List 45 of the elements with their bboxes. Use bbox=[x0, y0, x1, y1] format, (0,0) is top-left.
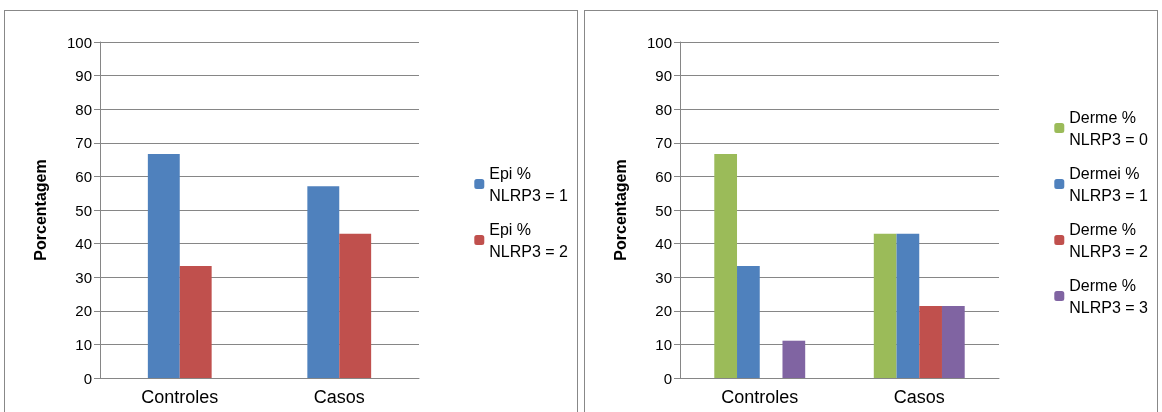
bar bbox=[339, 233, 372, 378]
y-tick-label: 80 bbox=[75, 100, 92, 118]
bar bbox=[873, 233, 897, 378]
bar bbox=[919, 306, 942, 378]
y-axis-title: Porcentagem bbox=[31, 159, 49, 261]
legend-label: Epi % NLRP3 = 1 bbox=[489, 164, 569, 204]
bar bbox=[714, 153, 738, 378]
bar bbox=[147, 153, 180, 378]
y-tick-label: 60 bbox=[75, 167, 92, 185]
bar bbox=[782, 340, 806, 378]
y-tick-label: 50 bbox=[655, 201, 672, 219]
y-tick-label: 70 bbox=[75, 134, 92, 152]
y-tick-label: 30 bbox=[75, 268, 92, 286]
y-tick-label: 100 bbox=[646, 33, 672, 51]
y-tick-label: 20 bbox=[75, 302, 92, 320]
x-tick-label: Controles bbox=[141, 387, 219, 407]
x-tick-label: Casos bbox=[313, 387, 365, 407]
bar bbox=[307, 186, 340, 378]
y-tick-label: 40 bbox=[75, 235, 92, 253]
bar bbox=[179, 266, 212, 378]
y-tick-label: 60 bbox=[655, 167, 672, 185]
legend-label: Epi % NLRP3 = 2 bbox=[489, 220, 569, 260]
y-tick-label: 90 bbox=[75, 67, 92, 85]
bar bbox=[737, 266, 760, 378]
legend-label: Derme % NLRP3 = 0 bbox=[1069, 108, 1149, 148]
y-tick-label: 100 bbox=[66, 33, 92, 51]
y-tick-label: 10 bbox=[655, 335, 672, 353]
y-tick-label: 30 bbox=[655, 268, 672, 286]
y-tick-label: 10 bbox=[75, 335, 92, 353]
y-tick-label: 0 bbox=[83, 369, 92, 387]
legend-label: Derme % NLRP3 = 2 bbox=[1069, 220, 1149, 260]
y-tick-label: 70 bbox=[655, 134, 672, 152]
y-axis-title: Porcentagem bbox=[611, 159, 629, 261]
y-tick-label: 90 bbox=[655, 67, 672, 85]
y-tick-label: 20 bbox=[655, 302, 672, 320]
x-tick-label: Casos bbox=[893, 387, 945, 407]
bar bbox=[941, 306, 965, 378]
y-tick-label: 80 bbox=[655, 100, 672, 118]
legend-label: Dermei % NLRP3 = 1 bbox=[1069, 164, 1149, 204]
bar bbox=[896, 233, 920, 378]
x-tick-label: Controles bbox=[721, 387, 799, 407]
y-tick-label: 40 bbox=[655, 235, 672, 253]
legend-label: Derme % NLRP3 = 3 bbox=[1069, 276, 1149, 316]
y-tick-label: 50 bbox=[75, 201, 92, 219]
y-tick-label: 0 bbox=[663, 369, 672, 387]
